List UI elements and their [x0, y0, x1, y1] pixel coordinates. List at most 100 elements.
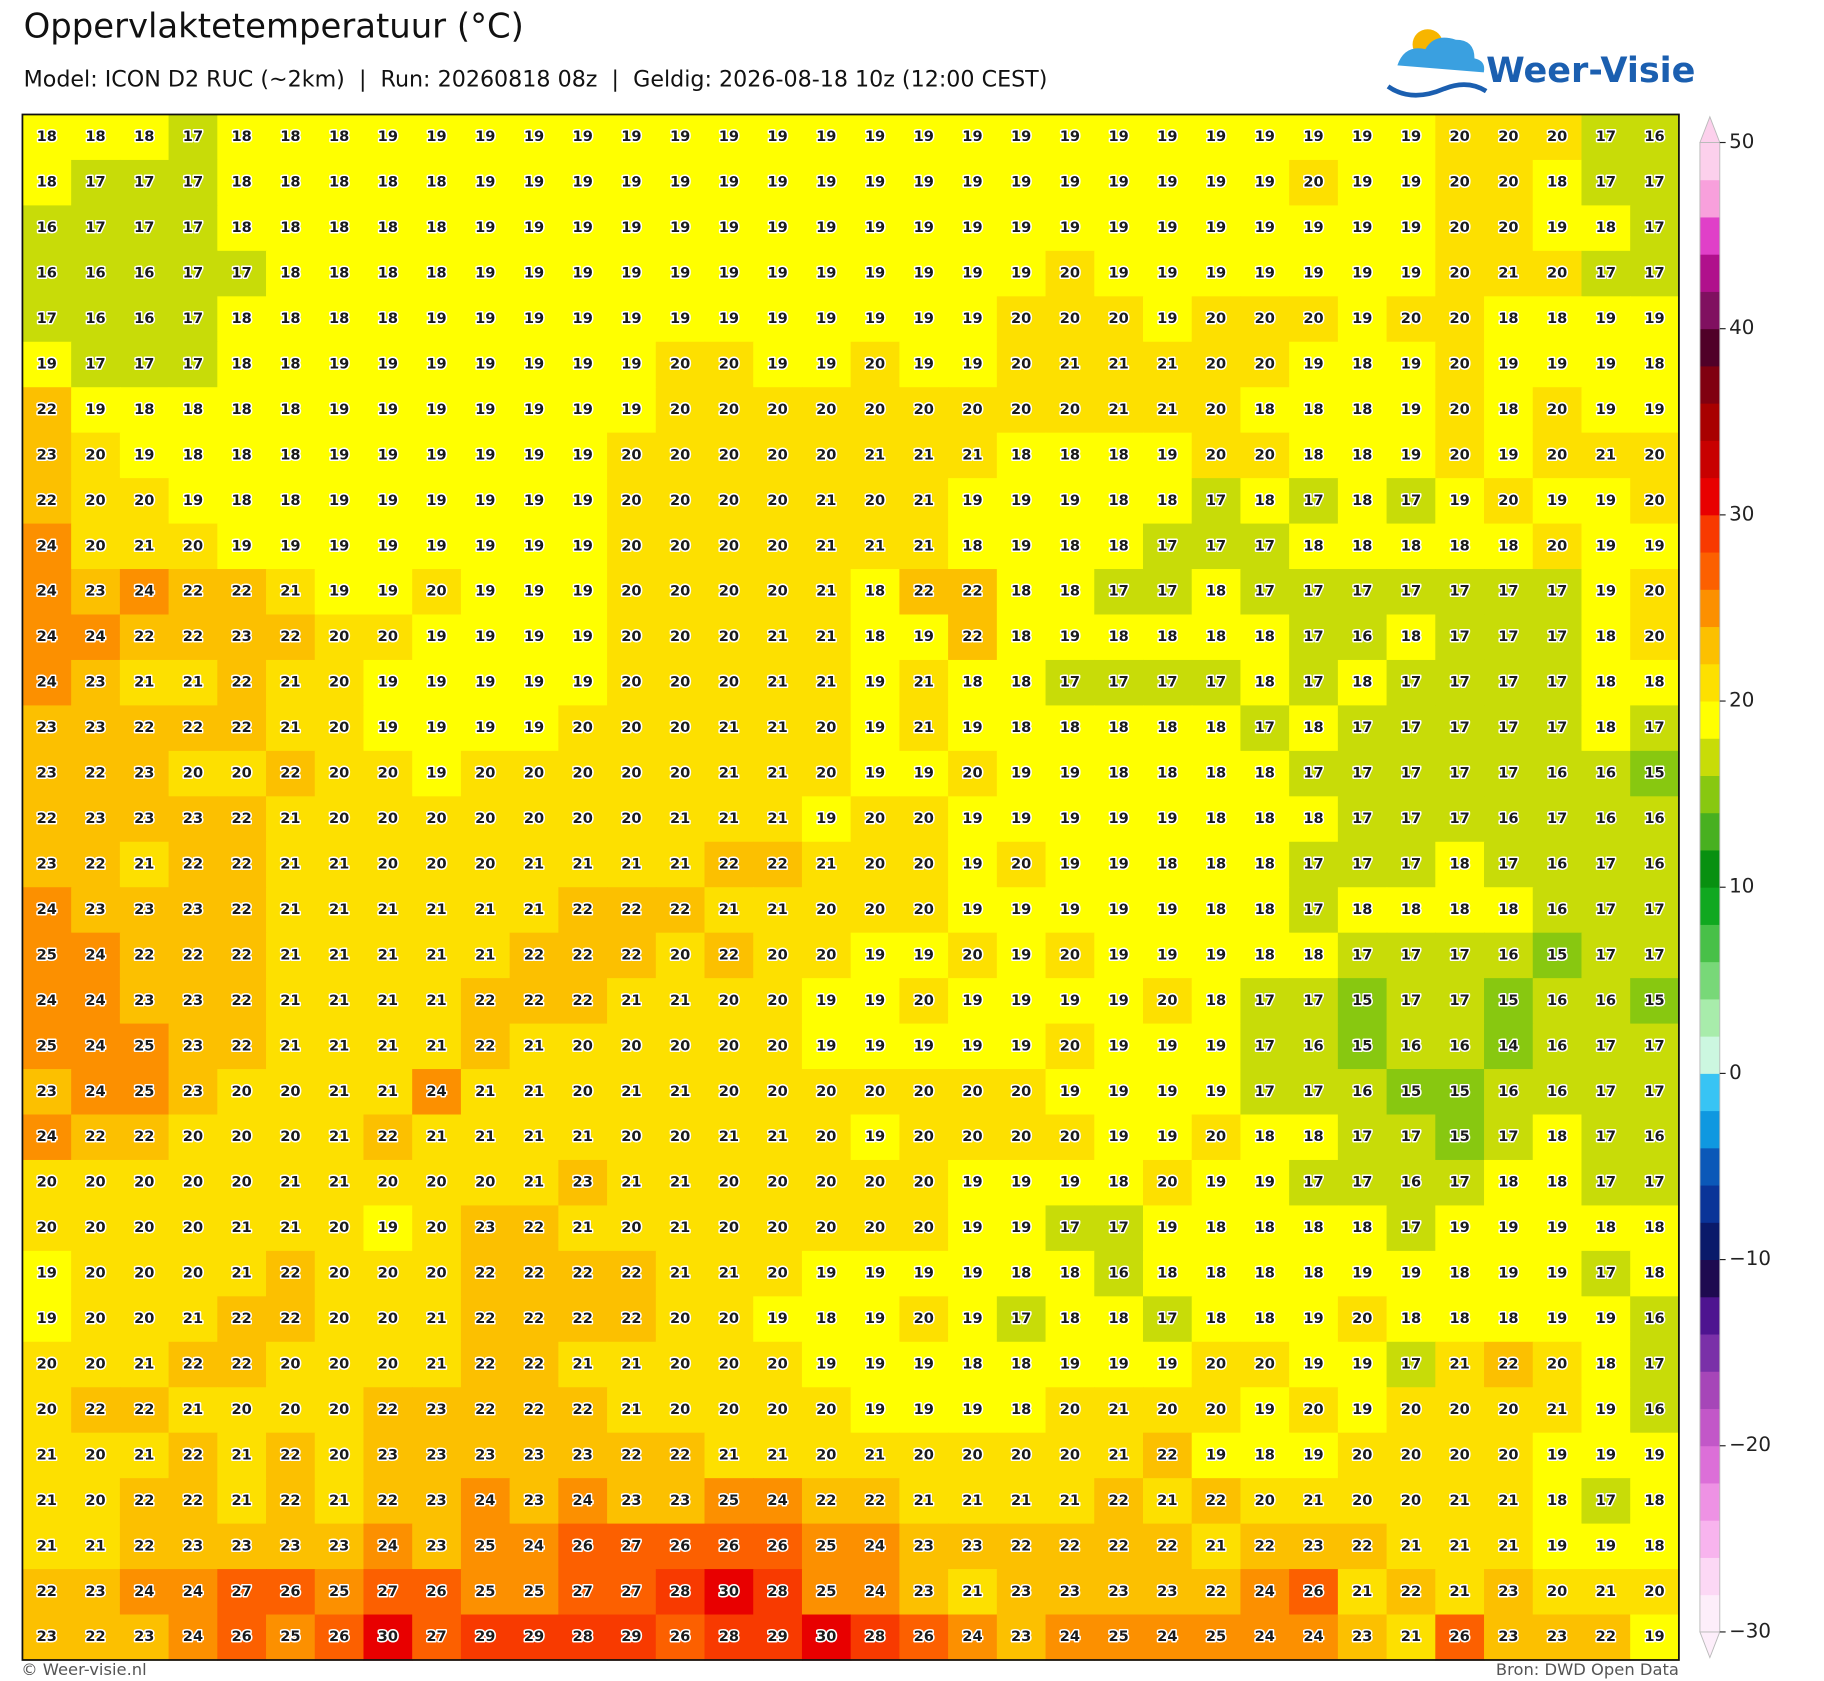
temperature-label: 18	[280, 310, 300, 327]
temperature-cell	[1435, 1250, 1485, 1298]
temperature-label: 20	[85, 1310, 105, 1327]
temperature-label: 21	[1108, 401, 1128, 418]
temperature-label: 20	[426, 1174, 446, 1191]
temperature-label: 19	[329, 355, 349, 372]
temperature-cell	[1581, 523, 1631, 570]
temperature-label: 19	[1303, 219, 1323, 236]
colorbar-segment	[1699, 142, 1720, 181]
temperature-label: 19	[1060, 628, 1080, 645]
temperature-label: 21	[232, 1265, 252, 1282]
temperature-cell	[1045, 1159, 1095, 1207]
temperature-cell	[1484, 1069, 1534, 1116]
temperature-label: 20	[280, 1356, 300, 1373]
temperature-cell	[1484, 841, 1534, 888]
temperature-cell	[948, 1023, 998, 1070]
temperature-cell	[948, 750, 998, 798]
temperature-cell	[217, 659, 267, 707]
temperature-label: 24	[1255, 1628, 1275, 1645]
temperature-label: 17	[183, 219, 203, 236]
temperature-label: 18	[1206, 1219, 1226, 1236]
temperature-cell	[948, 705, 998, 752]
temperature-label: 23	[134, 1628, 154, 1645]
temperature-cell	[363, 796, 413, 843]
temperature-label: 23	[1157, 1583, 1177, 1600]
temperature-label: 17	[1108, 583, 1128, 600]
temperature-label: 20	[1644, 583, 1664, 600]
temperature-label: 23	[426, 1446, 446, 1463]
temperature-label: 19	[329, 583, 349, 600]
temperature-label: 20	[475, 855, 495, 872]
temperature-cell	[22, 1250, 72, 1298]
temperature-cell	[266, 659, 316, 707]
temperature-label: 21	[329, 1174, 349, 1191]
temperature-label: 23	[524, 1492, 544, 1509]
temperature-label: 24	[37, 674, 57, 691]
temperature-label: 19	[914, 128, 934, 145]
temperature-cell	[607, 523, 657, 570]
temperature-cell	[217, 523, 267, 570]
temperature-cell	[266, 569, 316, 616]
temperature-cell	[168, 1205, 219, 1252]
temperature-cell	[850, 841, 901, 888]
temperature-label: 20	[621, 583, 641, 600]
temperature-label: 23	[621, 1492, 641, 1509]
temperature-label: 18	[1206, 628, 1226, 645]
temperature-label: 22	[621, 946, 641, 963]
temperature-label: 17	[1547, 719, 1567, 736]
temperature-cell	[1045, 569, 1095, 616]
temperature-label: 22	[1157, 1446, 1177, 1463]
temperature-label: 19	[524, 219, 544, 236]
temperature-cell	[1386, 478, 1437, 525]
temperature-label: 24	[134, 1583, 154, 1600]
temperature-label: 19	[1108, 1037, 1128, 1054]
temperature-cell	[1045, 250, 1095, 298]
temperature-cell	[412, 841, 462, 888]
temperature-label: 21	[816, 628, 836, 645]
temperature-label: 19	[719, 174, 739, 191]
temperature-cell	[899, 1069, 949, 1116]
temperature-cell	[1142, 114, 1193, 161]
temperature-cell	[363, 1159, 413, 1207]
temperature-label: 20	[232, 1174, 252, 1191]
temperature-label: 22	[1352, 1537, 1372, 1554]
temperature-label: 20	[670, 446, 690, 463]
temperature-cell	[996, 114, 1047, 161]
temperature-label: 18	[1352, 355, 1372, 372]
temperature-label: 19	[816, 810, 836, 827]
temperature-cell	[655, 1159, 706, 1207]
temperature-label: 21	[719, 1446, 739, 1463]
temperature-label: 17	[1352, 946, 1372, 963]
temperature-label: 21	[183, 1310, 203, 1327]
temperature-label: 20	[1547, 1356, 1567, 1373]
temperature-label: 17	[1547, 810, 1567, 827]
temperature-label: 19	[1206, 1174, 1226, 1191]
temperature-label: 21	[426, 946, 446, 963]
temperature-label: 22	[475, 992, 495, 1009]
temperature-label: 21	[573, 1356, 593, 1373]
temperature-cell	[850, 523, 901, 570]
temperature-cell	[1045, 841, 1095, 888]
temperature-cell	[314, 1159, 365, 1207]
temperature-cell	[22, 841, 72, 888]
temperature-label: 18	[134, 128, 154, 145]
temperature-label: 19	[1352, 174, 1372, 191]
temperature-label: 21	[670, 1174, 690, 1191]
temperature-label: 22	[183, 946, 203, 963]
temperature-cell	[1581, 1069, 1631, 1116]
temperature-cell	[1386, 432, 1437, 479]
temperature-label: 21	[719, 901, 739, 918]
temperature-label: 18	[37, 174, 57, 191]
temperature-label: 24	[183, 1583, 203, 1600]
temperature-cell	[850, 887, 901, 934]
temperature-cell	[655, 796, 706, 843]
temperature-cell	[996, 341, 1047, 388]
temperature-cell	[655, 1069, 706, 1116]
temperature-cell	[1386, 1296, 1437, 1343]
temperature-cell	[168, 750, 219, 798]
temperature-cell	[363, 341, 413, 388]
temperature-label: 17	[1303, 855, 1323, 872]
temperature-cell	[1142, 387, 1193, 434]
temperature-cell	[314, 478, 365, 525]
temperature-label: 21	[1450, 1356, 1470, 1373]
temperature-cell	[899, 1296, 949, 1343]
